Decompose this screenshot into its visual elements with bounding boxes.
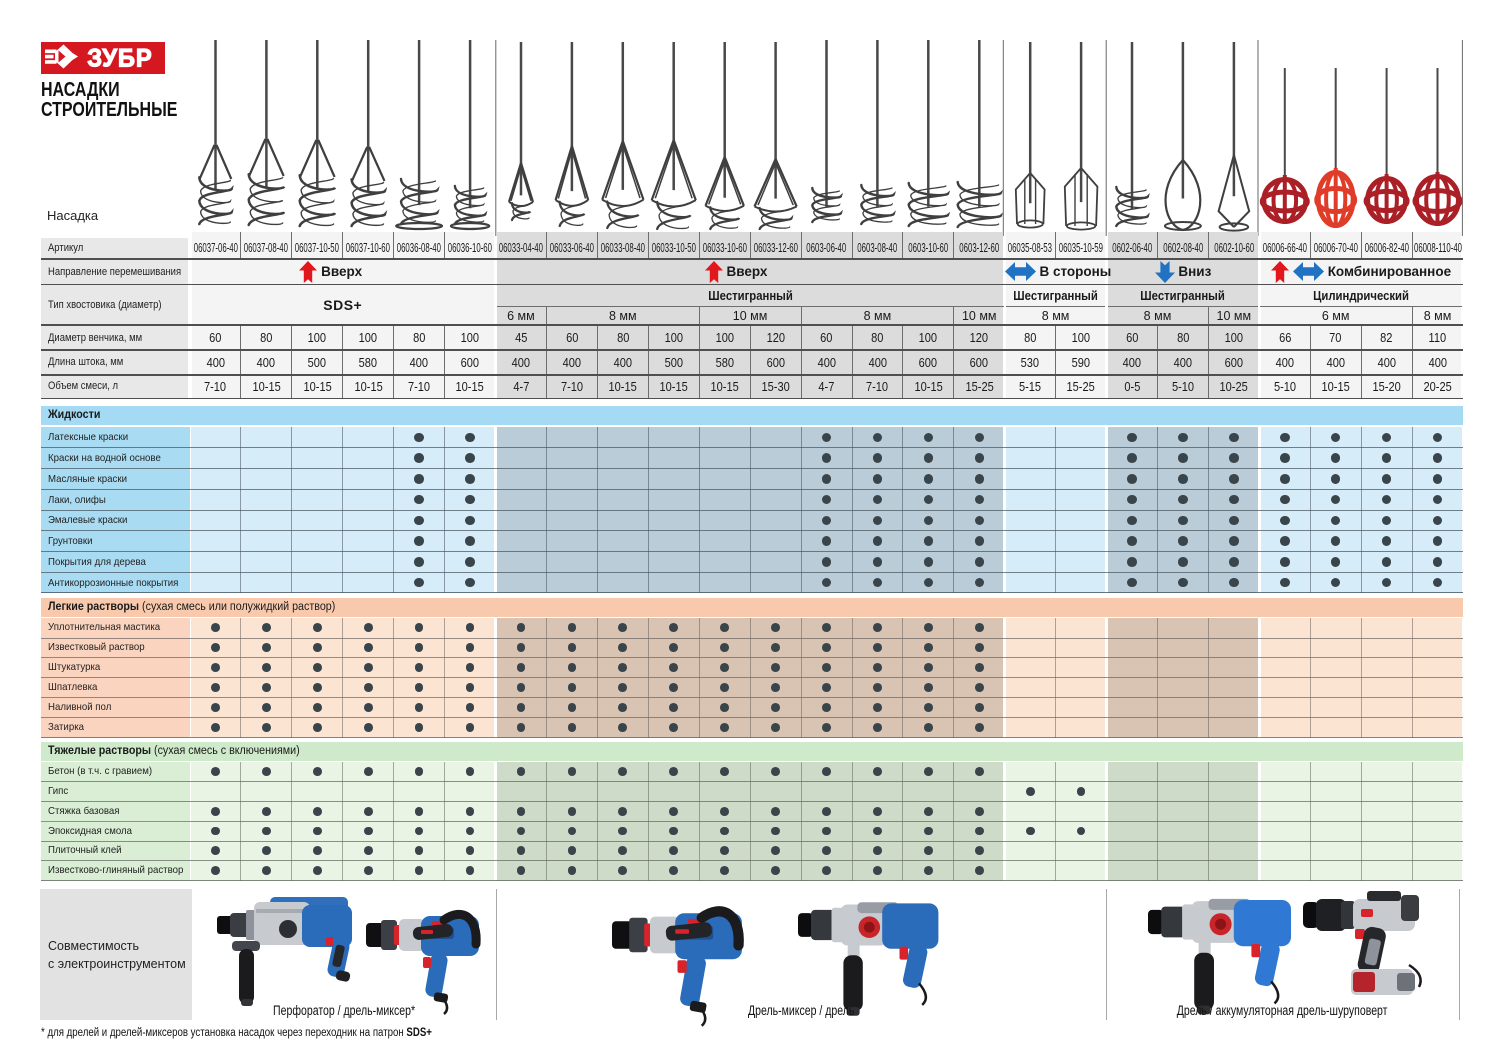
svg-text:ЗУБР: ЗУБР <box>87 45 152 73</box>
